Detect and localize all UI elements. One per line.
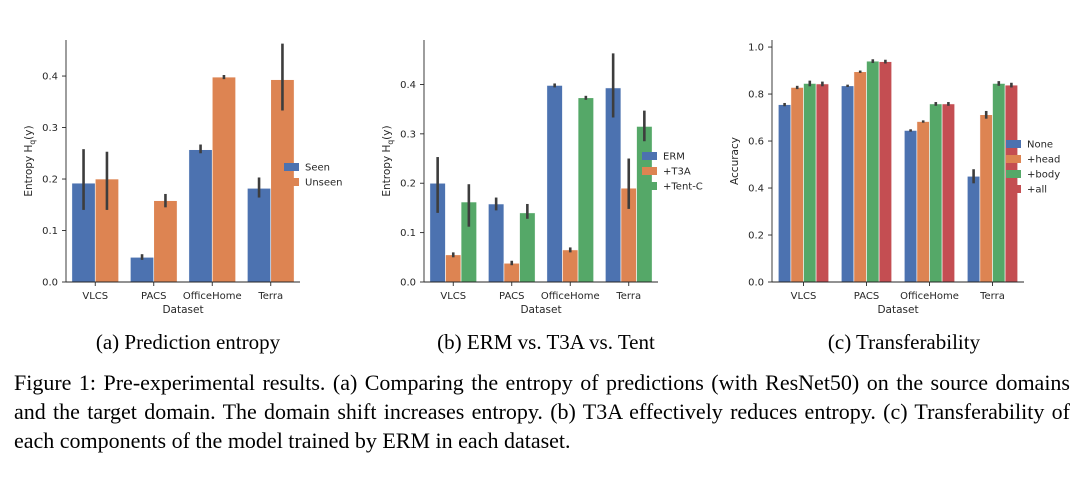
x-tick-label: VLCS bbox=[791, 291, 817, 302]
y-tick-label: 0.8 bbox=[748, 90, 764, 101]
bar-all-vlcs bbox=[815, 83, 829, 283]
bar-tentc-pacs bbox=[519, 212, 536, 283]
bar-body-officehome bbox=[929, 103, 943, 283]
legend-swatch bbox=[1006, 155, 1021, 163]
x-tick-label: VLCS bbox=[82, 291, 108, 302]
legend-swatch bbox=[1006, 140, 1021, 148]
legend-label: +body bbox=[1027, 170, 1060, 181]
bar-none-officehome bbox=[904, 130, 918, 283]
legend-swatch bbox=[1006, 170, 1021, 178]
caption-c: (c) Transferability bbox=[827, 330, 981, 354]
x-tick-label: OfficeHome bbox=[183, 291, 242, 302]
y-axis-label: Accuracy bbox=[729, 137, 741, 185]
chart-transferability: 0.0 0.2 0.4 0.6 0.8 1.0 VLCS PACS OfficeHome Terr… bbox=[724, 26, 1080, 326]
legend-swatch bbox=[284, 178, 299, 186]
legend: Seen Unseen bbox=[284, 163, 343, 189]
bar-seen-pacs bbox=[130, 256, 155, 283]
bar-all-officehome bbox=[941, 103, 956, 283]
chart-erm-t3a-tent: 0.0 0.1 0.2 0.3 0.4 VLCS PACS OfficeHome Terra Da… bbox=[366, 26, 726, 326]
legend-label: +T3A bbox=[663, 167, 691, 178]
bar-t3a-vlcs bbox=[445, 254, 462, 283]
x-tick-label: Terra bbox=[257, 291, 283, 302]
y-tick-label: 0.6 bbox=[748, 137, 764, 148]
x-tick-label: PACS bbox=[854, 291, 879, 302]
legend-swatch bbox=[284, 163, 299, 171]
y-tick-label: 0.0 bbox=[748, 278, 764, 289]
bar-head-vlcs bbox=[790, 87, 804, 283]
y-tick-label: 0.3 bbox=[42, 123, 58, 134]
bar-head-pacs bbox=[853, 71, 867, 283]
y-tick-label: 0.4 bbox=[42, 72, 58, 83]
y-tick-label: 1.0 bbox=[748, 43, 764, 54]
legend: None +head +body +all bbox=[1006, 140, 1060, 196]
y-axis-label: Entropy Hq(y) bbox=[381, 125, 395, 196]
bar-erm-pacs bbox=[488, 203, 505, 283]
legend-label: +head bbox=[1027, 155, 1060, 166]
x-axis-label: Dataset bbox=[877, 304, 918, 316]
chart-svg: 0.0 0.2 0.4 0.6 0.8 1.0 VLCS PACS OfficeHome Terr… bbox=[729, 40, 1060, 316]
x-tick-label: PACS bbox=[141, 291, 166, 302]
y-tick-label: 0.4 bbox=[748, 184, 764, 195]
bar-none-vlcs bbox=[777, 104, 792, 283]
x-tick-label: OfficeHome bbox=[541, 291, 600, 302]
bar-all-terra bbox=[1004, 84, 1019, 283]
x-axis-label: Dataset bbox=[520, 304, 561, 316]
chart-svg: 0.0 0.1 0.2 0.3 0.4 VLCS PACS OfficeHome Terra Da… bbox=[381, 40, 703, 316]
y-tick-label: 0.0 bbox=[400, 278, 416, 289]
bar-erm-officehome bbox=[546, 85, 563, 283]
y-tick-label: 0.2 bbox=[400, 179, 416, 190]
bar-none-terra bbox=[967, 175, 981, 283]
chart-svg: 0.0 0.1 0.2 0.3 0.4 VLCS PACS OfficeHome Terra Da… bbox=[23, 40, 343, 316]
bar-t3a-officehome bbox=[562, 249, 579, 283]
bar-seen-officehome bbox=[188, 149, 213, 283]
legend-label: +Tent-C bbox=[663, 182, 703, 193]
bar-tentc-terra bbox=[636, 126, 653, 283]
chart-prediction-entropy: 0.0 0.1 0.2 0.3 0.4 VLCS PACS OfficeHome Terra Da… bbox=[8, 26, 368, 326]
figure-caption: Figure 1: Pre-experimental results. (a) … bbox=[14, 370, 1070, 453]
bar-body-terra bbox=[992, 83, 1006, 283]
bar-t3a-pacs bbox=[503, 262, 520, 283]
y-axis-label: Entropy Hq(y) bbox=[23, 125, 37, 196]
x-tick-label: PACS bbox=[499, 291, 524, 302]
y-tick-label: 0.3 bbox=[400, 129, 416, 140]
legend-swatch bbox=[642, 167, 657, 175]
x-axis-label: Dataset bbox=[162, 304, 203, 316]
y-tick-label: 0.0 bbox=[42, 278, 58, 289]
bar-tentc-officehome bbox=[577, 97, 594, 283]
bar-head-officehome bbox=[916, 121, 930, 283]
x-tick-label: Terra bbox=[979, 291, 1005, 302]
bar-all-pacs bbox=[878, 61, 893, 283]
x-tick-label: OfficeHome bbox=[900, 291, 959, 302]
legend-label: Unseen bbox=[305, 178, 343, 189]
caption-a: (a) Prediction entropy bbox=[95, 330, 281, 354]
legend-swatch bbox=[642, 152, 657, 160]
x-tick-label: Terra bbox=[615, 291, 641, 302]
y-tick-label: 0.1 bbox=[400, 228, 416, 239]
bar-unseen-pacs bbox=[153, 200, 178, 283]
y-tick-label: 0.2 bbox=[42, 175, 58, 186]
legend-label: Seen bbox=[305, 163, 330, 174]
bar-body-vlcs bbox=[803, 83, 817, 283]
bar-body-pacs bbox=[866, 60, 880, 283]
caption-b: (b) ERM vs. T3A vs. Tent bbox=[437, 330, 655, 354]
bar-seen-terra bbox=[247, 187, 272, 283]
legend-label: +all bbox=[1027, 185, 1047, 196]
legend-swatch bbox=[642, 182, 657, 190]
bar-unseen-officehome bbox=[211, 76, 236, 283]
bar-head-terra bbox=[979, 114, 993, 283]
legend: ERM +T3A +Tent-C bbox=[642, 152, 703, 193]
bar-none-pacs bbox=[841, 85, 855, 283]
y-tick-label: 0.2 bbox=[748, 231, 764, 242]
y-tick-label: 0.1 bbox=[42, 226, 58, 237]
x-tick-label: VLCS bbox=[440, 291, 466, 302]
y-tick-label: 0.4 bbox=[400, 80, 416, 91]
legend-label: None bbox=[1027, 140, 1053, 151]
legend-swatch bbox=[1006, 185, 1021, 193]
legend-label: ERM bbox=[663, 152, 685, 163]
